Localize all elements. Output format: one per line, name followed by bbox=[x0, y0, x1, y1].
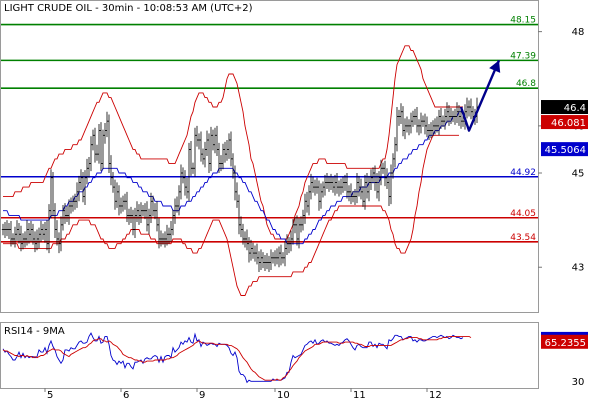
x-tick-label-2: 9 bbox=[199, 390, 205, 400]
y-tick-label-2: 45 bbox=[572, 168, 585, 179]
level-label-4: 44.05 bbox=[510, 209, 536, 219]
price-tag-1-bg bbox=[541, 115, 588, 130]
y-tick-label-0: 48 bbox=[572, 27, 585, 38]
rsi-line bbox=[2, 332, 464, 384]
level-label-0: 48.15 bbox=[510, 16, 536, 26]
x-tick-label-3: 10 bbox=[277, 390, 290, 400]
forecast-arrow-head bbox=[489, 60, 501, 73]
level-label-5: 43.54 bbox=[510, 233, 536, 243]
x-tick-label-1: 6 bbox=[123, 390, 129, 400]
bollinger-upper-line bbox=[3, 45, 463, 240]
price-tag-0-label: 46.4 bbox=[564, 103, 586, 114]
x-tick-label-5: 12 bbox=[429, 390, 442, 400]
x-axis-labels: 5 6 9 10 11 12 bbox=[44, 388, 442, 400]
horizontal-levels: 48.15 47.39 46.8 44.92 44.05 43.54 bbox=[1, 16, 538, 243]
rsi-tag-1-bg bbox=[541, 334, 588, 349]
x-tick-label-0: 5 bbox=[47, 390, 53, 400]
level-label-2: 46.8 bbox=[516, 79, 536, 89]
rsi-panel-frame bbox=[0, 322, 539, 389]
price-tag-1-label: 46.081 bbox=[551, 118, 586, 129]
rsi-y-tick-label-0: 30 bbox=[572, 377, 585, 388]
x-tick-label-4: 11 bbox=[353, 390, 366, 400]
price-tag-0-bg bbox=[541, 100, 588, 115]
rsi-tag-1-label: 65.2355 bbox=[545, 338, 586, 349]
rsi-lines bbox=[2, 332, 472, 384]
bollinger-lower-line bbox=[3, 134, 459, 296]
ma-line bbox=[2, 335, 472, 381]
level-label-1: 47.39 bbox=[510, 51, 536, 61]
price-tag-2-bg bbox=[541, 142, 588, 157]
price-bars bbox=[1, 97, 479, 272]
price-tag-2-label: 45.5064 bbox=[545, 145, 586, 156]
level-label-3: 44.92 bbox=[510, 168, 536, 178]
chart-title: LIGHT CRUDE OIL - 30min - 10:08:53 AM (U… bbox=[4, 3, 253, 14]
rsi-title: RSI14 - 9MA bbox=[4, 326, 65, 337]
price-panel-frame bbox=[0, 0, 539, 313]
forecast-arrow bbox=[459, 59, 501, 132]
y-tick-label-3: 43 bbox=[572, 263, 585, 274]
forecast-arrow-line bbox=[459, 59, 501, 132]
